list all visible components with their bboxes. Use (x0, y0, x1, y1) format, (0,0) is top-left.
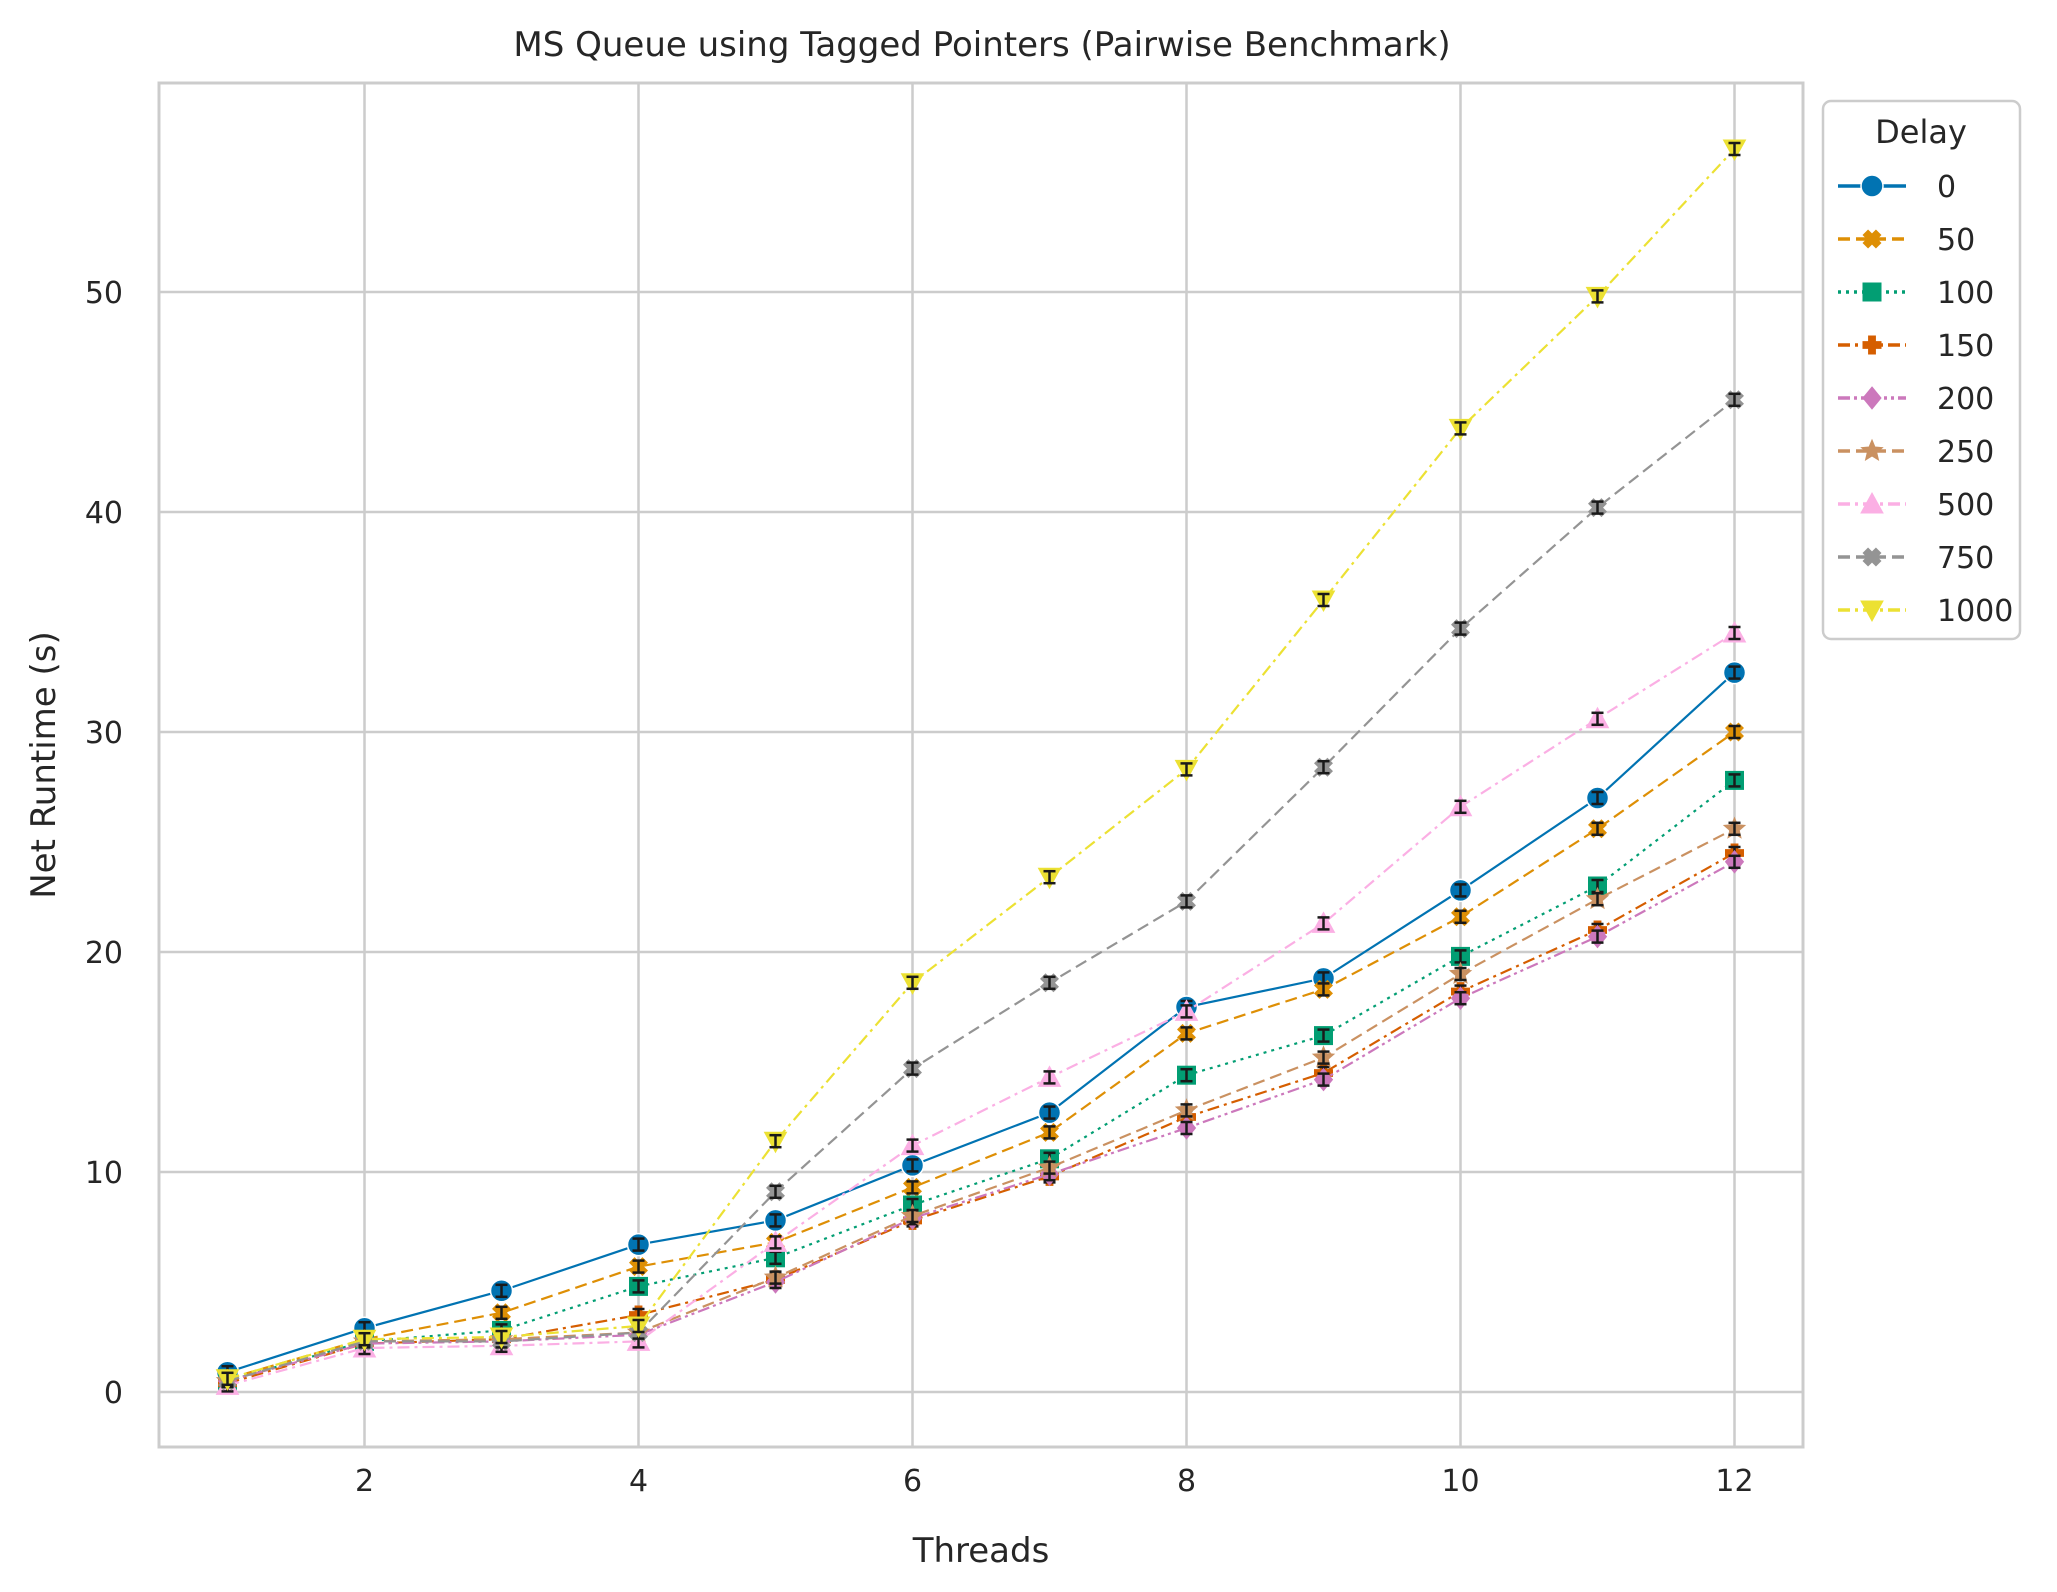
y-tick-label: 30 (85, 716, 123, 751)
legend-label: 750 (1937, 541, 1994, 576)
legend-item: 250 (1838, 435, 1994, 470)
y-axis-ticks: 0 10 20 30 40 50 (85, 276, 123, 1411)
legend-marker (1860, 438, 1884, 461)
legend-label: 0 (1937, 170, 1956, 205)
legend-label: 250 (1937, 435, 1994, 470)
legend-label: 200 (1937, 382, 1994, 417)
legend-marker (1860, 600, 1884, 623)
series-line (227, 827, 1736, 1383)
legend-item: 500 (1838, 488, 1994, 523)
legend-marker (1862, 335, 1882, 355)
series-layer (215, 139, 1747, 1395)
x-tick-label: 8 (1177, 1464, 1196, 1499)
legend-marker (1860, 491, 1884, 514)
legend-label: 150 (1937, 329, 1994, 364)
legend-label: 1000 (1937, 594, 2013, 629)
y-tick-label: 0 (104, 1376, 123, 1411)
legend-item: 50 (1838, 223, 1975, 258)
legend: Delay 0 50 100 150 200 250 500 750 1000 (1821, 99, 2022, 641)
legend-marker (1862, 386, 1882, 410)
legend-marker (1862, 229, 1882, 249)
legend-title: Delay (1875, 113, 1967, 151)
legend-marker (1862, 282, 1882, 302)
series-750 (218, 390, 1744, 1391)
x-tick-label: 2 (355, 1464, 374, 1499)
legend-marker (1862, 547, 1882, 567)
legend-item: 200 (1838, 382, 1994, 417)
legend-label: 50 (1937, 223, 1975, 258)
series-line (227, 148, 1736, 1380)
legend-marker (1860, 174, 1884, 198)
x-tick-label: 6 (903, 1464, 922, 1499)
y-tick-label: 40 (85, 496, 123, 531)
series-line (227, 398, 1736, 1383)
legend-label: 500 (1937, 488, 1994, 523)
legend-item: 750 (1838, 541, 1994, 576)
series-50 (218, 722, 1744, 1389)
x-axis-ticks: 2 4 6 8 10 12 (355, 1464, 1754, 1499)
x-tick-label: 12 (1715, 1464, 1753, 1499)
legend-item: 0 (1838, 170, 1956, 205)
x-tick-label: 10 (1441, 1464, 1479, 1499)
series-line (227, 779, 1736, 1383)
y-tick-label: 50 (85, 276, 123, 311)
series-line (227, 632, 1736, 1387)
series-line (227, 671, 1736, 1374)
chart-title: MS Queue using Tagged Pointers (Pairwise… (513, 25, 1450, 65)
x-axis-label: Threads (912, 1531, 1050, 1571)
legend-item: 1000 (1838, 594, 2013, 629)
legend-item: 100 (1838, 276, 1994, 311)
plot-frame (157, 81, 1805, 1449)
legend-items: 0 50 100 150 200 250 500 750 1000 (1838, 170, 2013, 629)
y-tick-label: 20 (85, 936, 123, 971)
y-axis-label: Net Runtime (s) (24, 631, 64, 899)
legend-item: 150 (1838, 329, 1994, 364)
series-1000 (215, 139, 1747, 1391)
legend-label: 100 (1937, 276, 1994, 311)
grid (159, 83, 1803, 1447)
x-tick-label: 4 (629, 1464, 648, 1499)
series-line (227, 731, 1736, 1380)
y-tick-label: 10 (85, 1156, 123, 1191)
